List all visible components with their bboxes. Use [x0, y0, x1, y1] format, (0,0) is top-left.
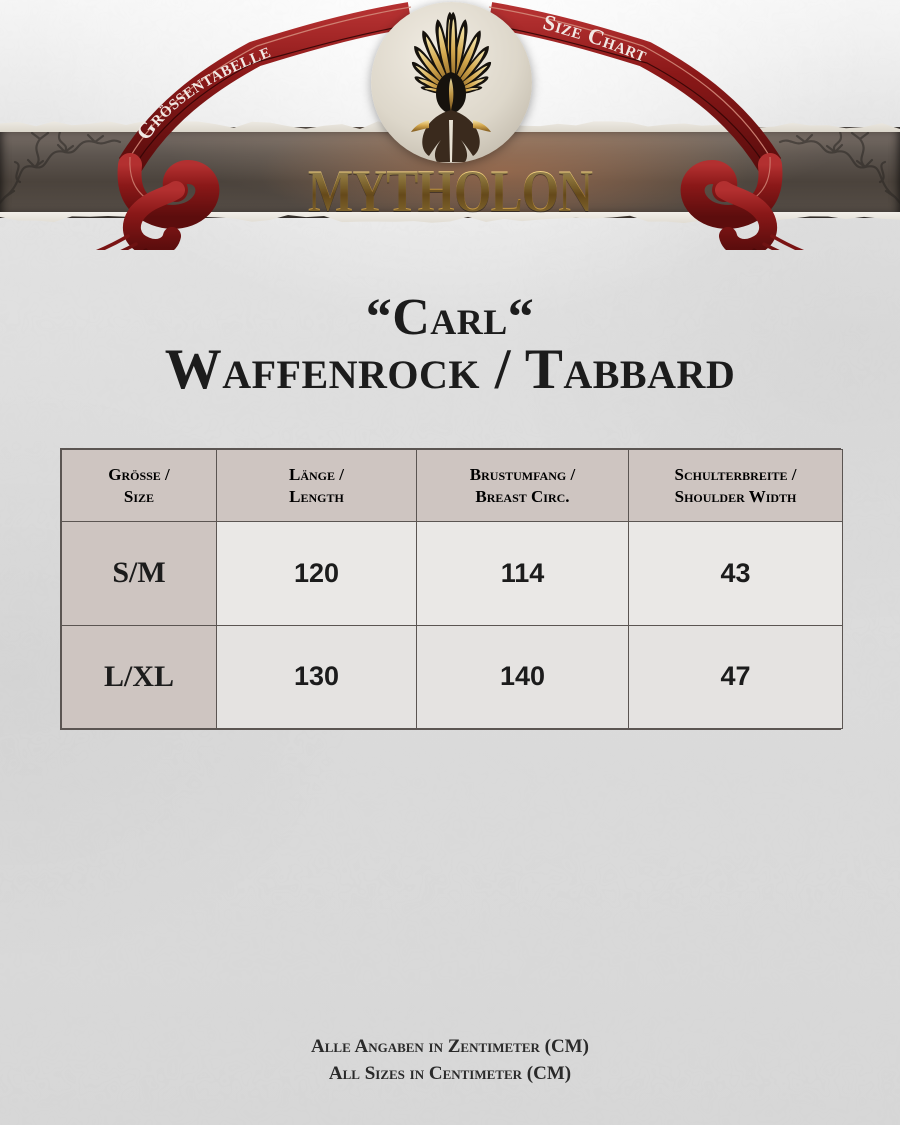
svg-text:Grössentabelle: Grössentabelle	[131, 37, 274, 144]
